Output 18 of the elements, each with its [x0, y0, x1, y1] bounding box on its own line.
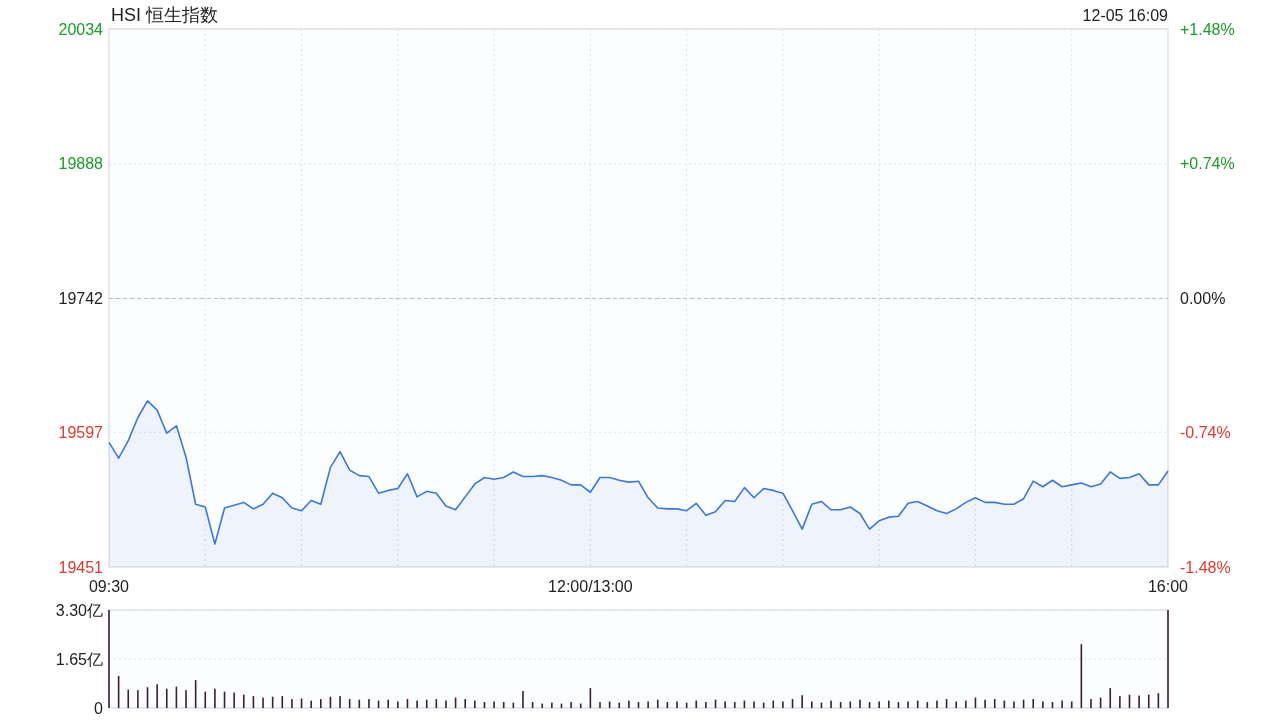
y2-tick-label: 0.00% — [1180, 289, 1226, 307]
y2-tick-label: +0.74% — [1180, 155, 1235, 172]
y-tick-label: 19451 — [58, 558, 104, 576]
y-tick-label: 0 — [94, 699, 104, 717]
x-tick-label: 16:00 — [1147, 577, 1189, 595]
chart-title: HSI 恒生指数 — [111, 5, 219, 25]
x-tick-label: 12:00/13:00 — [548, 577, 633, 595]
y-tick-label: 19888 — [58, 155, 104, 173]
y-tick-label: 20034 — [58, 20, 104, 38]
x-tick-label: 09:30 — [88, 577, 130, 595]
y-tick-label: 3.30亿 — [55, 601, 103, 619]
y-tick-label: 19742 — [58, 289, 104, 307]
y-tick-label: 1.65亿 — [55, 650, 103, 668]
chart-subtitle: 12-05 16:09 — [1082, 6, 1169, 24]
y2-tick-label: +1.48% — [1180, 20, 1235, 38]
y2-tick-label: -0.74% — [1180, 424, 1231, 441]
y2-tick-label: -1.48% — [1180, 558, 1231, 576]
y-tick-label: 19597 — [58, 423, 104, 441]
